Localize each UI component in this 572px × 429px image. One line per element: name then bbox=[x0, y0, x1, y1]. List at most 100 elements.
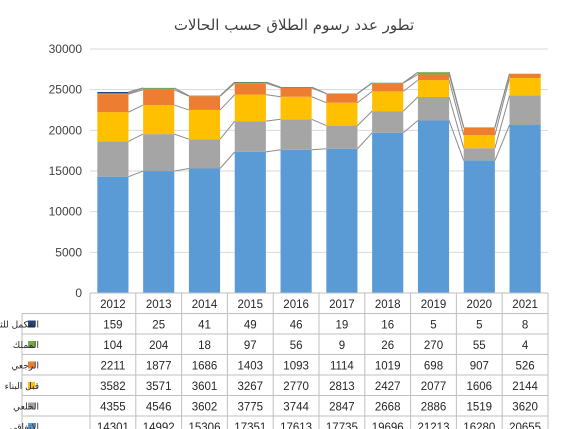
data-label: 1877 bbox=[146, 361, 172, 373]
legend-key bbox=[28, 361, 35, 369]
data-label: 16 bbox=[381, 320, 394, 332]
data-label: 1519 bbox=[467, 402, 493, 414]
legend-key bbox=[28, 341, 35, 348]
bar-segment bbox=[143, 89, 175, 106]
y-axis: 0 5000 10000 15000 20000 25000 30000 bbox=[49, 42, 83, 300]
bar-segment bbox=[509, 73, 541, 79]
series-line bbox=[128, 104, 144, 113]
bar-segment bbox=[97, 112, 129, 142]
bar-segment bbox=[97, 93, 129, 95]
legend-key bbox=[28, 382, 35, 389]
legend-label: المكمل للثلاث bbox=[0, 321, 39, 331]
series-line bbox=[265, 81, 281, 88]
x-tick-label: 2017 bbox=[329, 299, 355, 311]
data-label: 16280 bbox=[463, 422, 495, 429]
bar-segment bbox=[372, 132, 404, 293]
data-label: 1114 bbox=[330, 361, 354, 373]
data-label: 5 bbox=[476, 320, 482, 332]
bar-segment bbox=[188, 139, 221, 169]
bar-segment bbox=[417, 72, 450, 75]
series-line bbox=[311, 96, 327, 104]
data-label: 1686 bbox=[192, 361, 218, 373]
data-label: 526 bbox=[516, 361, 535, 373]
data-label: 97 bbox=[244, 340, 257, 352]
y-tick-label: 25000 bbox=[49, 83, 83, 97]
series-line bbox=[357, 82, 373, 94]
series-line bbox=[174, 168, 190, 172]
data-label: 698 bbox=[424, 361, 443, 373]
series-line bbox=[128, 89, 144, 95]
series-3 bbox=[97, 73, 541, 136]
legend-key bbox=[28, 320, 35, 328]
series-line bbox=[448, 72, 465, 128]
bar-segment bbox=[372, 91, 404, 112]
table-row: المملك 104 204 18 97 56 9 26 270 55 4 bbox=[13, 340, 529, 352]
bar-segment bbox=[97, 176, 129, 293]
chart-title: تطور عدد رسوم الطلاق حسب الحالات bbox=[174, 16, 414, 34]
data-table: 2012 2013 2014 2015 2016 2017 2018 2019 2020 2021… bbox=[0, 292, 549, 429]
series-line bbox=[174, 104, 190, 111]
series-line bbox=[402, 96, 419, 112]
series-4 bbox=[97, 72, 541, 128]
bar-segment bbox=[97, 92, 129, 94]
x-tick-label: 2013 bbox=[146, 299, 172, 311]
data-label: 204 bbox=[149, 340, 169, 352]
bar-segment bbox=[463, 160, 495, 293]
series-line bbox=[219, 81, 236, 97]
bar-segment bbox=[280, 96, 312, 120]
data-label: 907 bbox=[470, 361, 489, 373]
series-line bbox=[219, 94, 236, 111]
data-label: 25 bbox=[152, 320, 165, 332]
data-label: 2211 bbox=[101, 361, 126, 373]
x-tick-label: 2021 bbox=[512, 299, 538, 311]
data-label: 14301 bbox=[97, 422, 129, 429]
series-line bbox=[402, 71, 419, 84]
data-label: 3571 bbox=[146, 381, 172, 393]
data-label: 3744 bbox=[283, 402, 309, 414]
series-line bbox=[448, 79, 465, 136]
data-label: 2077 bbox=[421, 381, 447, 393]
series-line bbox=[494, 124, 510, 161]
bar-segment bbox=[509, 95, 541, 126]
x-tick-label: 2020 bbox=[467, 299, 493, 311]
bars bbox=[97, 72, 541, 294]
bar-segment bbox=[326, 125, 358, 149]
data-label: 159 bbox=[103, 320, 122, 332]
data-label: 1093 bbox=[283, 361, 309, 373]
data-label: 3775 bbox=[238, 402, 264, 414]
series-line bbox=[265, 118, 281, 122]
data-label: 3620 bbox=[512, 402, 538, 414]
bar-segment bbox=[234, 94, 266, 122]
x-tick-label: 2018 bbox=[375, 299, 401, 311]
bar-segment bbox=[188, 168, 221, 293]
series-5 bbox=[97, 72, 541, 128]
series-line bbox=[448, 120, 465, 161]
y-tick-label: 10000 bbox=[49, 205, 83, 219]
series-line bbox=[357, 132, 373, 150]
series-line bbox=[128, 87, 144, 93]
series-line bbox=[494, 78, 511, 136]
bar-segment bbox=[417, 96, 450, 121]
series-line bbox=[219, 120, 236, 140]
bar-segment bbox=[463, 148, 495, 161]
data-label: 104 bbox=[103, 340, 123, 352]
x-tick-label: 2014 bbox=[192, 299, 218, 311]
data-label: 1606 bbox=[467, 381, 493, 393]
bar-segment bbox=[143, 171, 175, 293]
series-line bbox=[311, 118, 327, 127]
legend-key bbox=[28, 402, 35, 410]
series-line bbox=[174, 133, 190, 140]
data-label: 21213 bbox=[418, 422, 450, 429]
series-line bbox=[494, 95, 511, 149]
x-tick-label: 2015 bbox=[238, 299, 264, 311]
data-label: 2813 bbox=[329, 381, 355, 393]
y-tick-label: 30000 bbox=[49, 42, 83, 56]
data-label: 2668 bbox=[375, 402, 401, 414]
series-line bbox=[402, 120, 419, 134]
data-label: 4 bbox=[522, 340, 529, 352]
table-row: الاتفاقي 14301 14992 15306 17351 17613 17735 19… bbox=[10, 422, 541, 429]
data-label: 17613 bbox=[280, 422, 312, 429]
data-label: 2427 bbox=[375, 381, 401, 393]
data-label: 2847 bbox=[329, 402, 355, 414]
data-label: 17351 bbox=[234, 422, 266, 429]
